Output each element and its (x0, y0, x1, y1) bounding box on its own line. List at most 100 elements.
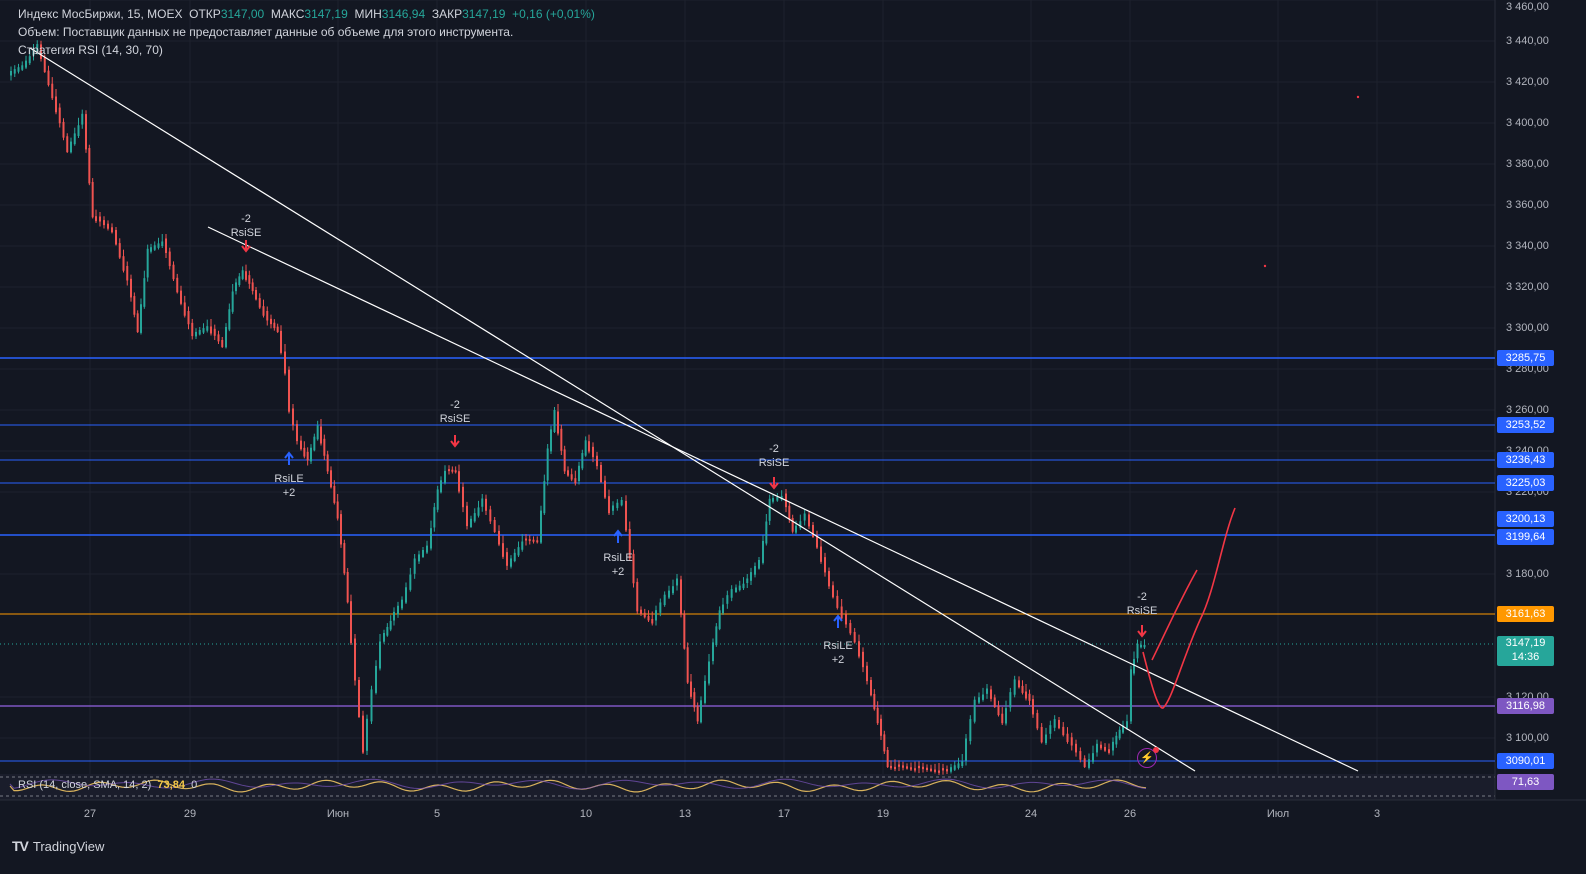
candle-body (413, 558, 416, 574)
drawing-forecast-stroke (1142, 507, 1236, 709)
low-label: МИН (354, 7, 382, 21)
price-level-label[interactable]: 3199,64 (1497, 529, 1554, 545)
alert-lightning-icon[interactable]: ⚡ (1137, 747, 1159, 768)
candle-body (1136, 643, 1139, 659)
strategy-signal-short: -2 RsiSE (231, 213, 262, 253)
candle-body (853, 631, 856, 643)
signal-name: RsiLE (823, 640, 852, 652)
candle-body (521, 541, 524, 550)
candle-body (99, 216, 101, 222)
candle-body (1088, 759, 1090, 768)
candle-body (1028, 693, 1031, 701)
price-level-label[interactable]: 3225,03 (1497, 475, 1554, 491)
candle-body (616, 502, 619, 509)
candle-body (914, 768, 916, 771)
candle-body (473, 513, 476, 522)
long-arrow-icon (284, 451, 294, 465)
candle-body (808, 514, 810, 527)
candle-body (85, 114, 87, 150)
candle-body (942, 768, 944, 771)
candle-body (1126, 721, 1128, 729)
candle-body (358, 680, 360, 717)
candle-body (700, 700, 702, 723)
candle-body (600, 465, 602, 482)
symbol-title[interactable]: Индекс МосБиржи, 15, MOEX (18, 7, 183, 21)
volume-note[interactable]: Объем: Поставщик данных не предоставляет… (18, 25, 514, 39)
candle-body (683, 613, 686, 649)
candle-body (876, 707, 879, 724)
candle-body (632, 553, 635, 584)
price-level-label[interactable]: 3090,01 (1497, 753, 1554, 769)
candle-body (17, 67, 20, 72)
price-level-label[interactable]: 3161,63 (1497, 606, 1554, 622)
price-axis-tick: 3 180,00 (1506, 568, 1549, 580)
candle-body (1096, 743, 1098, 753)
candle-body (690, 681, 692, 697)
candle-body (795, 525, 797, 533)
candle-body (612, 505, 614, 511)
candle-body (489, 509, 492, 522)
candle-body (1005, 708, 1007, 724)
candle-body (389, 620, 392, 630)
candle-body (426, 545, 428, 553)
rsi-legend[interactable]: RSI (14, close, SMA, 14, 2) 73,84 0 (18, 779, 197, 791)
candle-body (946, 769, 948, 772)
candle-body (51, 83, 54, 99)
candle-body (982, 694, 984, 700)
candle-body (1009, 692, 1012, 708)
signal-name: RsiSE (1127, 605, 1158, 617)
candle-body (1032, 699, 1034, 715)
candle-body (370, 689, 373, 722)
time-axis-tick: 29 (183, 808, 197, 820)
price-level-label[interactable]: 3285,75 (1497, 350, 1554, 366)
candle-body (217, 334, 220, 342)
candle-body (803, 513, 806, 521)
candle-body (1053, 719, 1056, 728)
price-axis-tick: 3 380,00 (1506, 158, 1549, 170)
candle-body (1108, 749, 1110, 753)
candle-body (397, 605, 399, 615)
price-level-label[interactable]: 3236,43 (1497, 452, 1554, 468)
tradingview-logo-icon: TV (12, 838, 29, 854)
candle-body (890, 765, 892, 769)
price-axis-tick: 3 400,00 (1506, 117, 1549, 129)
candle-body (1092, 753, 1094, 762)
price-level-label[interactable]: 3147,19 14:36 (1497, 636, 1554, 666)
candle-body (588, 441, 590, 452)
signal-qty: -2 (769, 443, 779, 455)
candle-body (1001, 713, 1004, 724)
price-level-label[interactable]: 3200,13 (1497, 511, 1554, 527)
candle-body (965, 738, 967, 761)
candle-body (300, 440, 302, 450)
candle-body (957, 763, 960, 768)
candle-body (115, 230, 117, 245)
candle-body (1062, 726, 1065, 736)
candle-body (828, 571, 830, 587)
candle-body (849, 623, 852, 634)
rsi-ma-line (9, 778, 1147, 790)
candle-body (213, 328, 216, 336)
candle-body (543, 481, 546, 514)
candle-body (986, 688, 988, 694)
candle-body (969, 719, 972, 742)
candle-body (553, 410, 556, 432)
candle-body (791, 518, 794, 532)
candle-body (221, 340, 224, 347)
candle-body (1018, 680, 1020, 688)
candle-body (498, 530, 500, 545)
strategy-signal-long: RsiLE +2 (274, 451, 304, 499)
signal-name: RsiSE (231, 227, 262, 239)
candle-body (506, 552, 508, 566)
candle-body (346, 571, 349, 603)
price-level-label[interactable]: 3253,52 (1497, 417, 1554, 433)
tradingview-brand[interactable]: TV TradingView (12, 838, 104, 854)
candle-body (910, 767, 912, 770)
strategy-label[interactable]: Стратегия RSI (14, 30, 70) (18, 43, 163, 57)
price-level-label[interactable]: 3116,98 (1497, 698, 1554, 714)
candle-body (273, 322, 276, 329)
change-value: +0,16 (+0,01%) (512, 7, 595, 21)
candle-body (313, 436, 316, 451)
candle-body (206, 326, 209, 331)
